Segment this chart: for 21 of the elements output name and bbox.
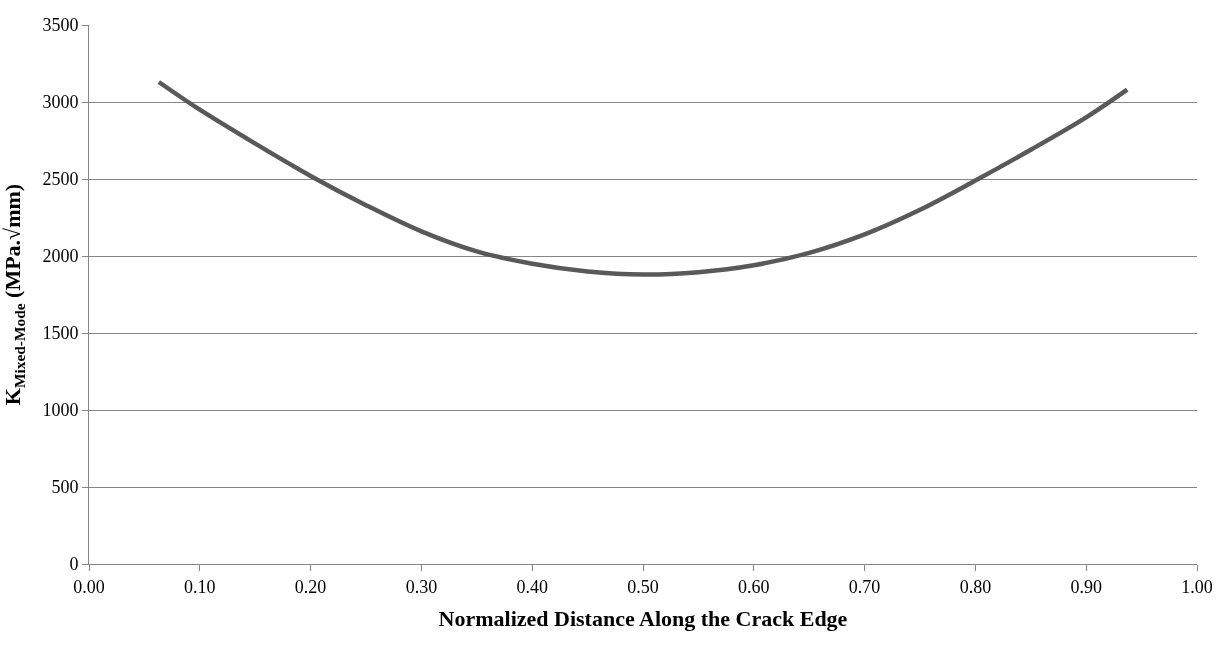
y-tick-label: 3000 [42,92,79,113]
y-tick-label: 3500 [42,15,79,36]
x-tick-label: 0.40 [516,576,548,597]
y-tick-label: 1000 [42,400,79,421]
y-tick-label: 2500 [42,169,79,190]
y-tick-label: 2000 [42,246,79,267]
y-tick-label: 0 [69,554,79,575]
x-tick-label: 0.20 [294,576,327,597]
x-tick-label: 0.10 [184,576,216,597]
x-tick-label: 1.00 [1181,576,1213,597]
x-tick-label: 0.70 [848,576,881,597]
x-axis-title: Normalized Distance Along the Crack Edge [438,606,848,632]
line-series [156,79,1130,277]
x-tick-label: 0.00 [73,576,105,597]
x-tick-label: 0.50 [627,576,659,597]
x-tick-label: 0.90 [1070,576,1102,597]
x-tick-label: 0.60 [738,576,770,597]
x-tick-label: 0.80 [959,576,992,597]
x-tick-label: 0.30 [405,576,438,597]
y-tick-label: 1500 [42,323,79,344]
y-tick-label: 500 [51,477,79,498]
